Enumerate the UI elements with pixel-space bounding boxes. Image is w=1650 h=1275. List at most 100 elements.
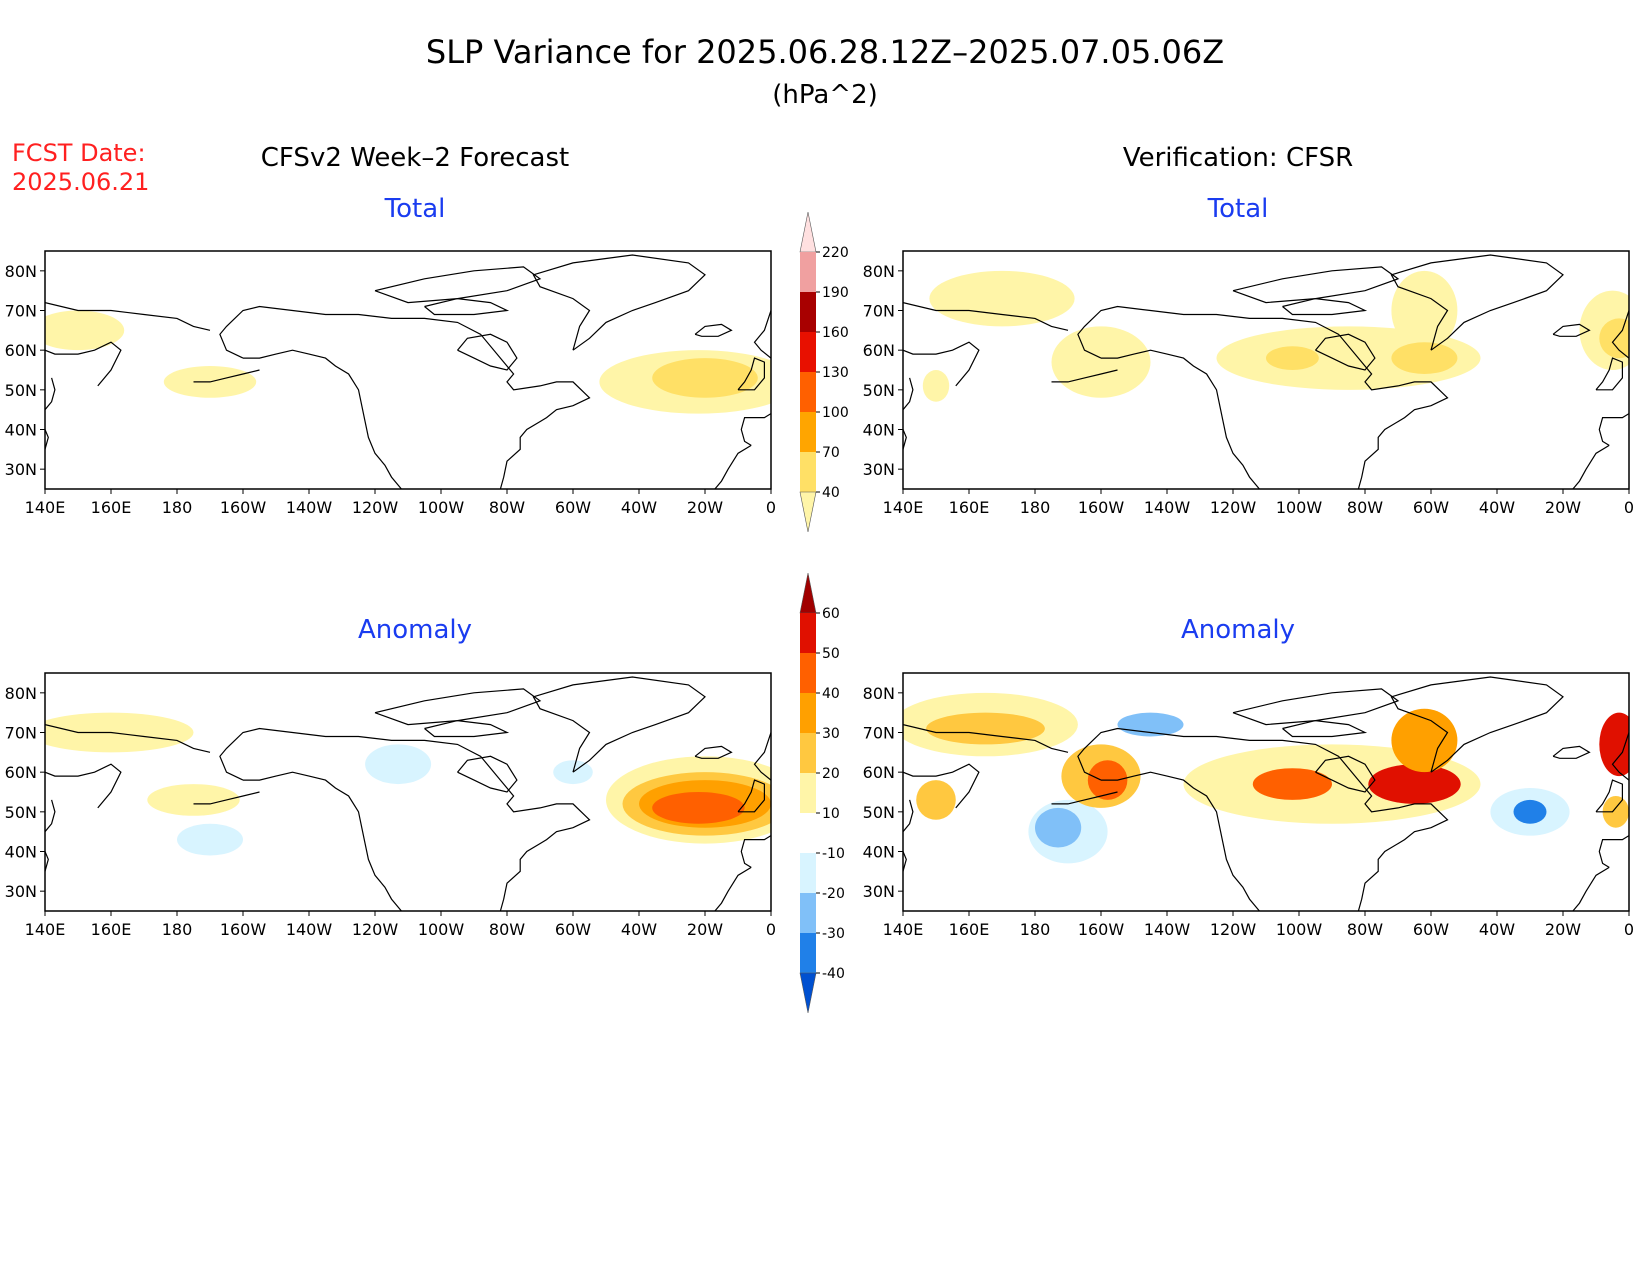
lon-tick-label: 140W	[1144, 498, 1191, 517]
field-blob	[1513, 799, 1547, 824]
field-blob	[1051, 326, 1151, 398]
colorbar-level-label: 100	[822, 405, 849, 421]
lon-tick-label: 60W	[1413, 920, 1449, 939]
lon-tick-label: 100W	[418, 920, 465, 939]
colorbar-level-label: 220	[822, 245, 849, 261]
lat-tick-label: 30N	[863, 460, 895, 479]
field-blob	[1599, 712, 1629, 777]
coastline	[903, 851, 907, 872]
colorbar-cell	[800, 813, 816, 853]
coastline	[753, 310, 771, 359]
coastline	[694, 323, 733, 337]
anomaly-colorbar: -40 -30 -20 -10 10 20 30 40 50 60	[799, 572, 845, 1014]
colorbar-level-label: 60	[822, 606, 840, 622]
lon-tick-label: 140W	[1144, 920, 1191, 939]
colorbar-max-arrow	[799, 211, 817, 253]
lon-tick-label: 120W	[1210, 498, 1257, 517]
fcst-date-value: 2025.06.21	[12, 168, 149, 196]
field-blob	[1368, 764, 1461, 804]
coastline	[45, 851, 49, 872]
colorbar-level-label: 10	[822, 806, 840, 822]
lon-tick-label: 140E	[883, 920, 924, 939]
coastline	[45, 799, 56, 833]
lon-tick-label: 40W	[1479, 498, 1515, 517]
verification-anomaly-map: 140E 160E 180 160W 140W 120W 100W 80W 60W 40W 20W 0…	[863, 672, 1634, 939]
coastline	[1595, 357, 1623, 391]
lat-tick-label: 60N	[5, 341, 37, 360]
coastline	[714, 444, 752, 489]
lon-tick-label: 60W	[1413, 498, 1449, 517]
field-blob	[1252, 768, 1332, 800]
lon-tick-label: 0	[766, 498, 776, 517]
lat-tick-label: 30N	[5, 882, 37, 901]
lat-tick-label: 40N	[5, 421, 37, 440]
colorbar-cell	[800, 653, 816, 693]
panel-title-cfsr-anomaly: Anomaly	[1181, 615, 1295, 645]
lon-tick-label: 140E	[883, 498, 924, 517]
coastline	[532, 676, 706, 773]
lon-tick-label: 100W	[1276, 920, 1323, 939]
coastline	[1282, 297, 1368, 316]
coastline	[45, 429, 49, 450]
lat-tick-label: 70N	[863, 302, 895, 321]
colorbar-level-label: -10	[822, 846, 845, 862]
coastline	[903, 377, 914, 411]
panel-title-fc-anomaly: Anomaly	[358, 615, 472, 645]
field-blob	[652, 792, 745, 824]
coastline	[737, 779, 765, 813]
colorbar-cell	[800, 933, 816, 973]
coastline	[903, 763, 980, 809]
lon-tick-label: 40W	[1479, 920, 1515, 939]
coastline	[903, 799, 914, 833]
left-column-title: CFSv2 Week–2 Forecast	[261, 143, 569, 173]
colorbar-cell	[800, 412, 816, 452]
coastline	[1232, 688, 1400, 726]
field-blob	[929, 270, 1075, 327]
map-frame	[44, 250, 772, 490]
coastline	[1315, 333, 1376, 371]
lon-tick-label: 180	[162, 498, 193, 517]
colorbar-max-arrow	[799, 572, 817, 614]
coastline	[714, 866, 752, 911]
coastline	[532, 254, 706, 351]
lon-tick-label: 160W	[220, 920, 267, 939]
field-blob	[1599, 318, 1629, 359]
lon-tick-label: 60W	[555, 920, 591, 939]
colorbar-cell	[800, 693, 816, 733]
lat-tick-label: 60N	[5, 763, 37, 782]
colorbar-min-arrow	[799, 972, 817, 1014]
colorbar-level-label: -30	[822, 926, 845, 942]
lon-tick-label: 60W	[555, 498, 591, 517]
field-blob	[365, 744, 432, 785]
lon-tick-label: 40W	[621, 498, 657, 517]
coastline	[740, 835, 771, 868]
colorbar-level-label: 190	[822, 285, 849, 301]
coastline	[424, 297, 510, 316]
lon-tick-label: 80W	[489, 920, 525, 939]
field-blob	[147, 784, 240, 816]
colorbar-cell	[800, 372, 816, 412]
coastline	[1077, 727, 1449, 911]
field-blob	[1266, 346, 1319, 370]
coastline	[1552, 323, 1591, 337]
coastline	[1390, 676, 1564, 773]
coastline	[1077, 305, 1449, 489]
field-blob	[922, 370, 950, 402]
coastline	[1595, 779, 1623, 813]
panel-title-fc-total: Total	[384, 194, 446, 224]
forecast-anomaly-map: 140E 160E 180 160W 140W 120W 100W 80W 60W 40W 20W 0…	[5, 672, 776, 939]
lon-tick-label: 0	[1624, 920, 1634, 939]
field-blob	[1391, 708, 1458, 773]
lon-tick-label: 160E	[949, 498, 990, 517]
lon-tick-label: 120W	[1210, 920, 1257, 939]
coastline	[903, 341, 980, 387]
colorbar-cell	[800, 853, 816, 893]
colorbar-level-label: -40	[822, 966, 845, 982]
field-blob	[916, 780, 956, 820]
colorbar-min-arrow	[799, 491, 817, 533]
figure-title: SLP Variance for 2025.06.28.12Z–2025.07.…	[426, 33, 1224, 71]
colorbar-cell	[800, 733, 816, 773]
lon-tick-label: 160W	[1078, 920, 1125, 939]
panel-title-cfsr-total: Total	[1207, 194, 1269, 224]
colorbar-cell	[800, 252, 816, 292]
